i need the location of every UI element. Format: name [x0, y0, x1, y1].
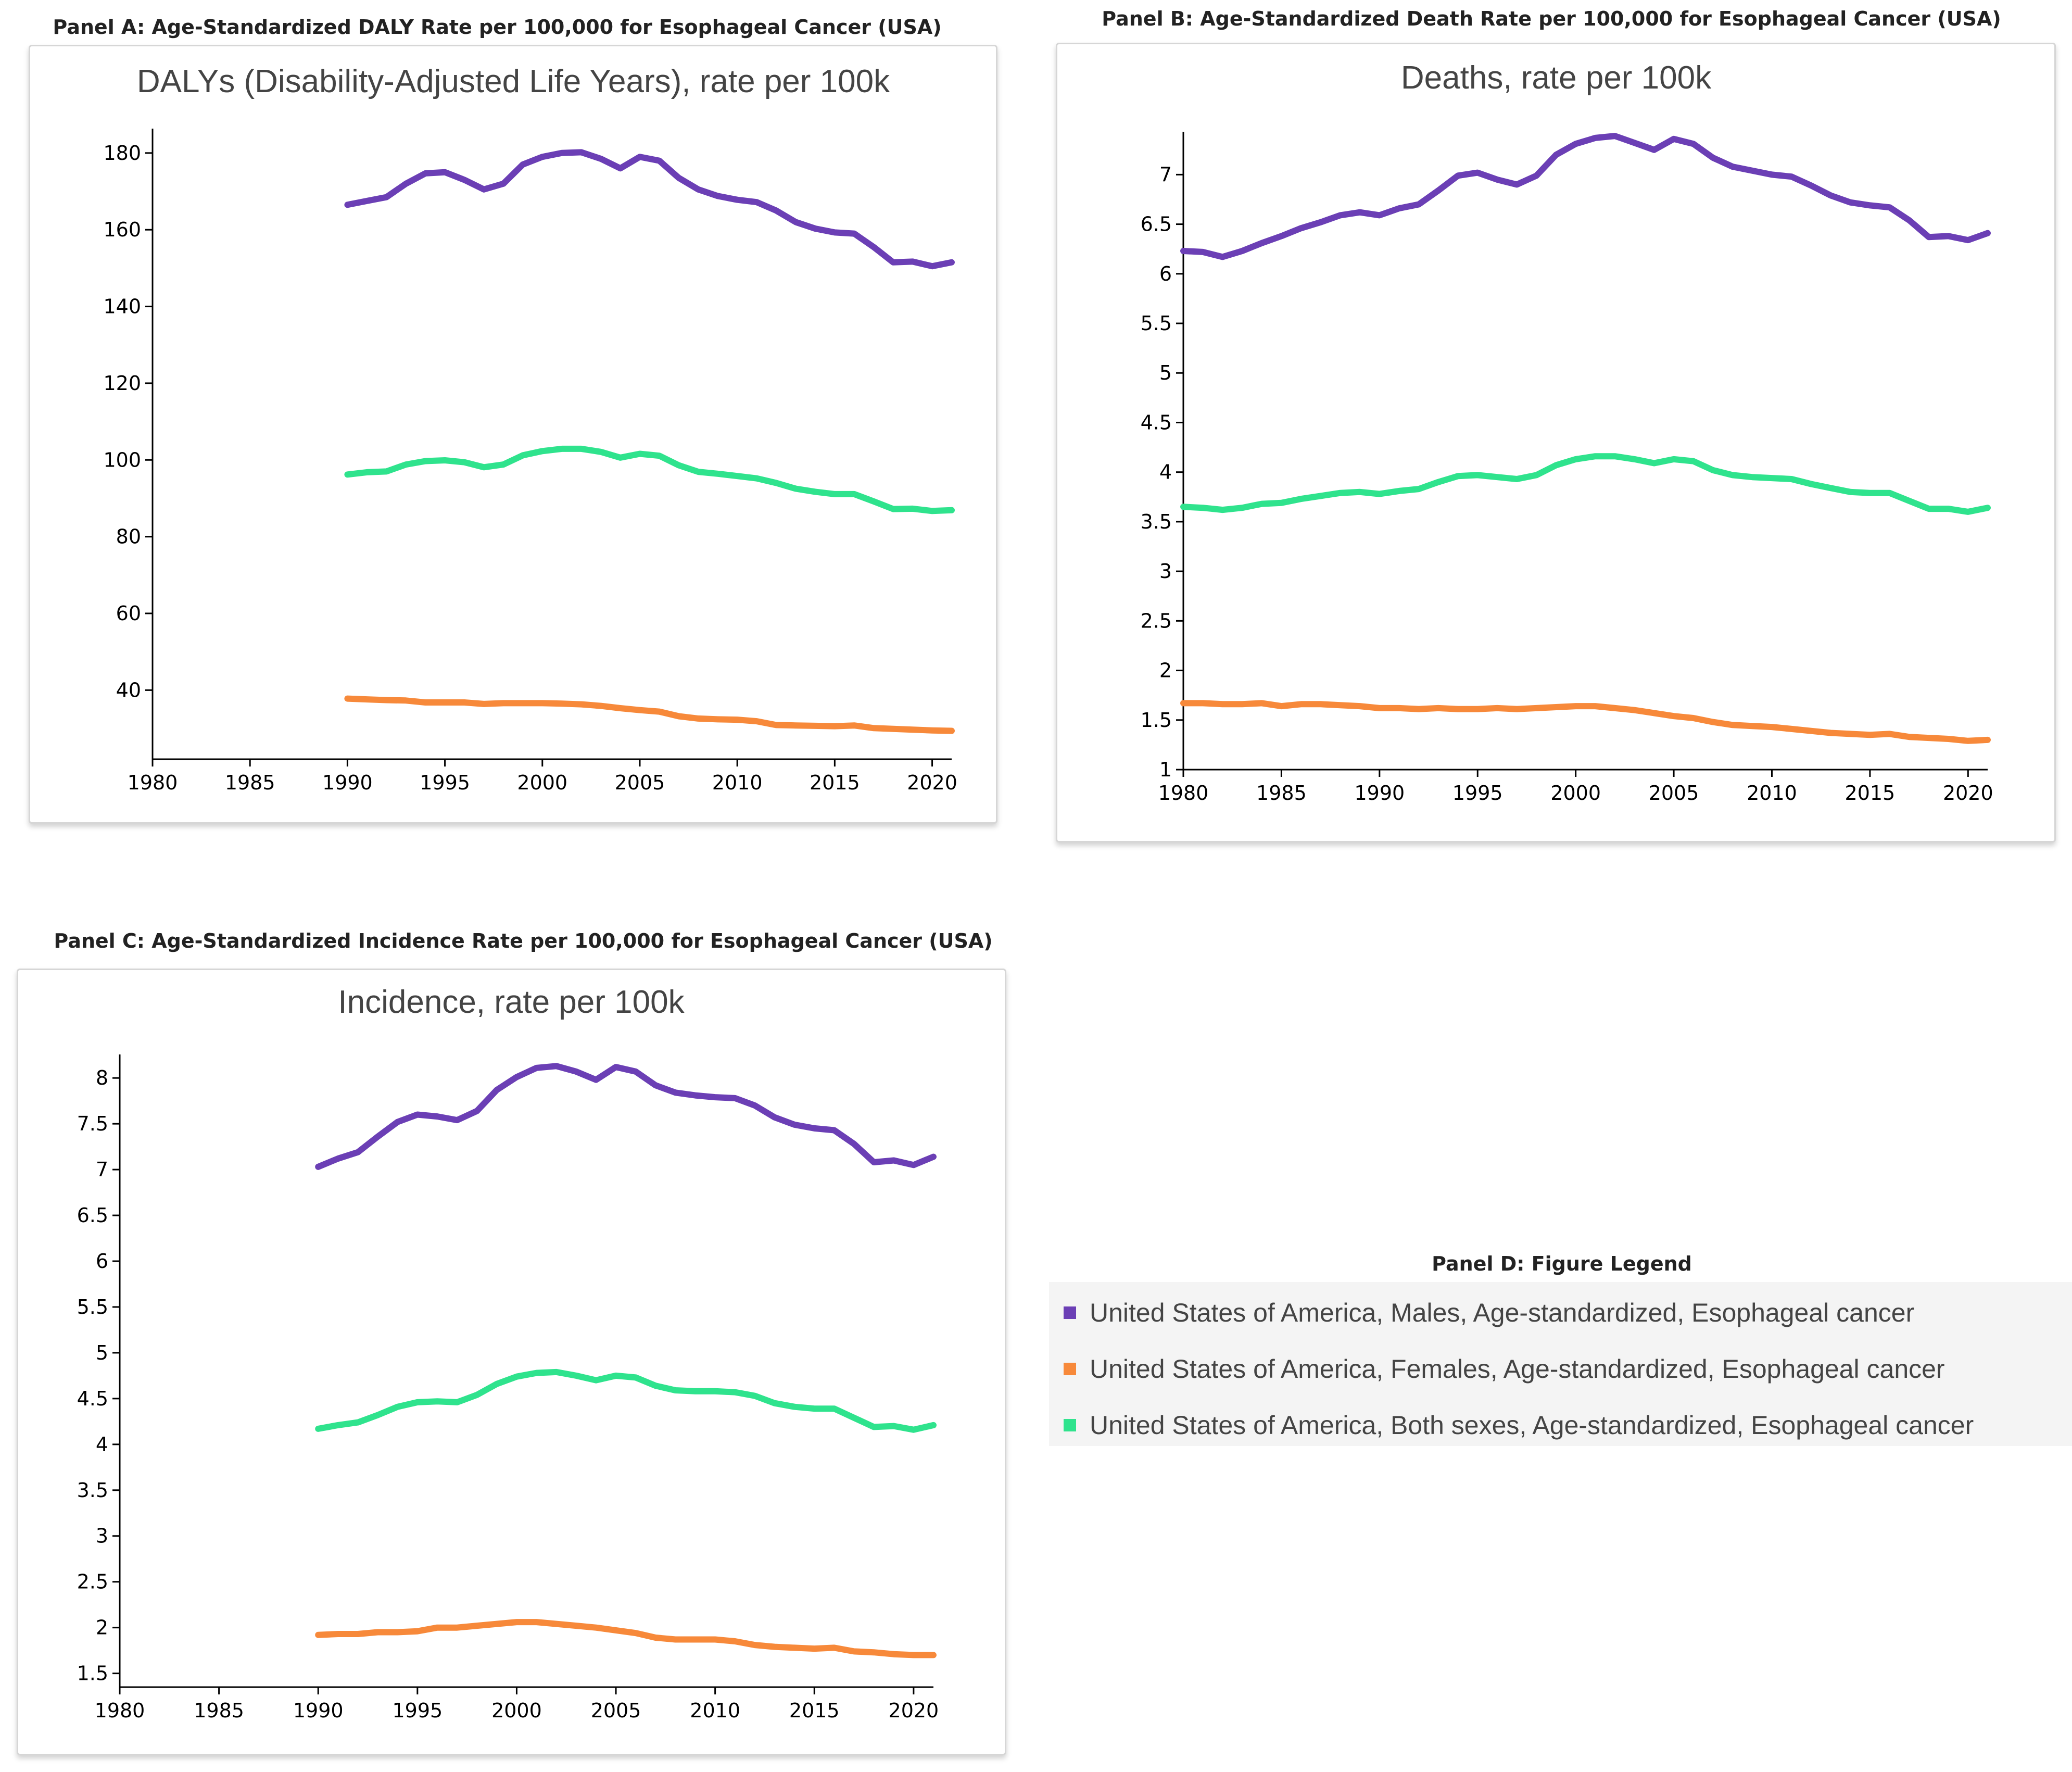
y-tick-label: 140 — [103, 295, 141, 318]
legend-label-both-sexes: United States of America, Both sexes, Ag… — [1090, 1411, 1974, 1440]
x-tick-label: 1980 — [95, 1699, 145, 1722]
legend-swatch-both-sexes — [1064, 1419, 1076, 1431]
series-line-females — [344, 695, 955, 734]
y-tick-label: 4 — [1159, 461, 1172, 484]
y-tick-label: 60 — [116, 602, 141, 625]
y-tick-label: 2 — [96, 1616, 108, 1639]
y-tick-label: 3 — [1159, 560, 1172, 583]
daly-line-chart: DALYs (Disability-Adjusted Life Years), … — [103, 64, 957, 794]
y-tick-label: 5 — [96, 1341, 108, 1364]
series-line-males — [1180, 133, 1991, 260]
y-tick-label: 3.5 — [1141, 510, 1172, 533]
y-tick-label: 7.5 — [77, 1112, 108, 1135]
x-tick-label: 1990 — [293, 1699, 344, 1722]
y-tick-label: 2 — [1159, 659, 1172, 682]
panel-d-caption: Panel D: Figure Legend — [1432, 1252, 1692, 1275]
y-tick-label: 5.5 — [77, 1296, 108, 1318]
x-tick-label: 2020 — [1943, 782, 1993, 805]
x-tick-label: 1980 — [128, 771, 178, 794]
panel-c-chart-card: Incidence, rate per 100k 1.5 2 2.5 3 3.5 4 4.5 5… — [17, 969, 1006, 1755]
x-tick-label: 2010 — [712, 771, 763, 794]
chart-title: DALYs (Disability-Adjusted Life Years), … — [137, 64, 890, 99]
x-tick-label: 1995 — [1452, 782, 1503, 805]
y-tick-label: 100 — [103, 448, 141, 471]
series-line-both-sexes — [315, 1368, 937, 1433]
y-tick-label: 180 — [103, 142, 141, 165]
legend-item-females: United States of America, Females, Age-s… — [1064, 1354, 1945, 1384]
legend-item-both-sexes: United States of America, Both sexes, Ag… — [1064, 1410, 1974, 1440]
y-tick-label: 4.5 — [77, 1387, 108, 1410]
x-tick-label: 2005 — [1649, 782, 1699, 805]
y-tick-label: 1.5 — [77, 1662, 108, 1685]
x-tick-label: 1985 — [1256, 782, 1307, 805]
series-line-females — [1180, 700, 1991, 744]
x-tick-label: 2000 — [1550, 782, 1601, 805]
x-tick-label: 1995 — [420, 771, 470, 794]
y-tick-label: 4.5 — [1141, 411, 1172, 434]
figure-legend: United States of America, Males, Age-sta… — [1049, 1282, 2072, 1446]
legend-swatch-males — [1064, 1306, 1076, 1319]
x-tick-label: 2010 — [1747, 782, 1797, 805]
panel-c-caption: Panel C: Age-Standardized Incidence Rate… — [54, 929, 993, 952]
y-tick-label: 1.5 — [1141, 709, 1172, 732]
series-line-males — [315, 1063, 937, 1170]
incidence-line-chart: Incidence, rate per 100k 1.5 2 2.5 3 3.5 4 4.5 5… — [77, 984, 939, 1722]
y-tick-label: 4 — [96, 1433, 108, 1456]
x-tick-label: 2015 — [810, 771, 860, 794]
y-tick-label: 40 — [116, 678, 141, 701]
series-line-females — [315, 1619, 937, 1658]
panel-a-caption: Panel A: Age-Standardized DALY Rate per … — [53, 16, 942, 39]
x-tick-label: 1985 — [194, 1699, 244, 1722]
legend-label-males: United States of America, Males, Age-sta… — [1090, 1298, 1915, 1327]
y-tick-label: 2.5 — [1141, 609, 1172, 632]
legend-item-males: United States of America, Males, Age-sta… — [1064, 1298, 1914, 1328]
x-tick-label: 1985 — [225, 771, 275, 794]
y-tick-label: 2.5 — [77, 1570, 108, 1593]
x-tick-label: 2015 — [789, 1699, 840, 1722]
x-tick-label: 1990 — [1354, 782, 1405, 805]
y-tick-label: 3.5 — [77, 1479, 108, 1502]
x-tick-label: 1980 — [1158, 782, 1209, 805]
y-tick-label: 3 — [96, 1525, 108, 1548]
y-tick-label: 6 — [96, 1250, 108, 1273]
y-tick-label: 6.5 — [77, 1204, 108, 1227]
legend-swatch-females — [1064, 1363, 1076, 1375]
x-tick-label: 2000 — [517, 771, 567, 794]
series-line-both-sexes — [1180, 453, 1991, 515]
deaths-line-chart: Deaths, rate per 100k 1 1.5 2 2.5 3 3.5 4 4.5 5 5.… — [1141, 60, 1993, 805]
y-tick-label: 8 — [96, 1066, 108, 1089]
series-line-males — [344, 149, 955, 270]
legend-label-females: United States of America, Females, Age-s… — [1090, 1354, 1945, 1384]
y-tick-label: 7 — [1159, 163, 1172, 186]
x-tick-label: 2005 — [615, 771, 665, 794]
chart-title: Incidence, rate per 100k — [338, 984, 685, 1020]
y-tick-label: 5 — [1159, 361, 1172, 384]
y-tick-label: 80 — [116, 525, 141, 548]
y-tick-label: 120 — [103, 372, 141, 395]
panel-a-chart-card: DALYs (Disability-Adjusted Life Years), … — [29, 45, 997, 824]
x-tick-label: 2020 — [889, 1699, 939, 1722]
x-tick-label: 2020 — [907, 771, 957, 794]
chart-title: Deaths, rate per 100k — [1401, 60, 1712, 96]
x-tick-label: 1995 — [392, 1699, 443, 1722]
y-tick-label: 6.5 — [1141, 213, 1172, 236]
x-tick-label: 2000 — [491, 1699, 542, 1722]
x-tick-label: 2010 — [690, 1699, 740, 1722]
panel-b-caption: Panel B: Age-Standardized Death Rate per… — [1102, 7, 2001, 30]
y-tick-label: 5.5 — [1141, 312, 1172, 335]
x-tick-label: 1990 — [322, 771, 373, 794]
x-tick-label: 2005 — [591, 1699, 641, 1722]
series-line-both-sexes — [344, 445, 955, 514]
y-tick-label: 1 — [1159, 758, 1172, 781]
y-tick-label: 7 — [96, 1158, 108, 1181]
y-tick-label: 160 — [103, 218, 141, 241]
panel-b-chart-card: Deaths, rate per 100k 1 1.5 2 2.5 3 3.5 4 4.5 5 5.… — [1056, 43, 2056, 843]
x-tick-label: 2015 — [1845, 782, 1896, 805]
y-tick-label: 6 — [1159, 262, 1172, 285]
